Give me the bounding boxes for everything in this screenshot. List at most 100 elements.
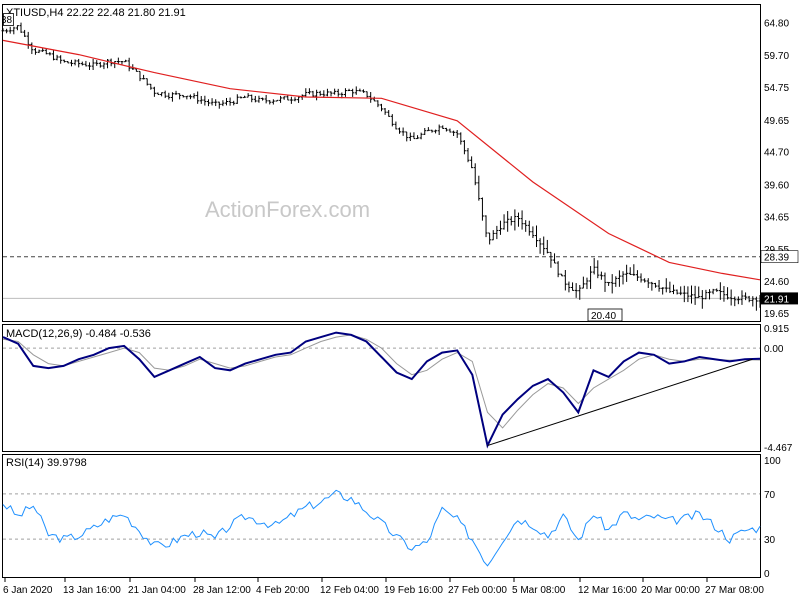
ohlc-bar [542,236,546,256]
ohlc-bar [30,42,34,55]
ohlc-bar [239,96,243,99]
ohlc-bar [387,109,391,117]
macd-y-tick-label: -4.467 [764,443,793,454]
ohlc-bar [19,22,23,33]
ohlc-bar [217,101,221,109]
price-y-tick-label: 44.70 [764,148,789,159]
ohlc-bar [243,95,247,99]
ohlc-bar [268,100,272,105]
ohlc-bar [77,58,81,68]
ohlc-bar [174,90,178,95]
ohlc-bar [116,57,120,65]
ohlc-bar [455,130,459,138]
ohlc-bar [538,238,542,254]
ohlc-bar [124,59,128,63]
ohlc-bar [592,258,596,275]
ohlc-bar [452,130,456,137]
low-price-marker: 20.40 [587,308,623,322]
ohlc-bar [351,88,355,97]
ohlc-bar [726,287,730,300]
ohlc-bar [282,96,286,100]
ohlc-bar [88,62,92,70]
ohlc-bar [358,88,362,92]
ohlc-bar [459,132,463,145]
rsi-line [2,489,761,567]
ohlc-bar [279,95,283,103]
ohlc-bar [516,212,520,227]
ohlc-bar [156,92,160,96]
ohlc-bar [318,90,322,96]
macd-pane-header: MACD(12,26,9) -0.484 -0.536 [6,328,151,340]
ohlc-bar [289,96,293,104]
ohlc-bar [661,287,665,295]
ohlc-bar [693,285,697,305]
ohlc-bar [509,216,513,226]
x-axis: 6 Jan 2020 13 Jan 16:00 21 Jan 04:00 28 Jan… [3,578,764,596]
ohlc-bar [304,88,308,98]
ohlc-bar [585,277,589,290]
rsi-y-tick-label: 30 [764,535,776,546]
ohlc-bar [718,282,722,300]
ohlc-bar [495,225,499,240]
price-bars [1,22,762,311]
ohlc-bar [704,289,708,300]
ohlc-bar [596,260,600,279]
ohlc-bar [423,127,427,135]
ohlc-bar [535,225,539,248]
rsi-pane: RSI(14) 39.9798 100 70 30 0 [2,454,781,580]
ohlc-bar [178,93,182,100]
ohlc-bar [621,271,625,285]
ohlc-bar [506,211,510,232]
ohlc-bar [138,70,142,82]
ohlc-bar [412,132,416,140]
ohlc-bar [736,296,740,305]
ohlc-bar [5,28,9,34]
ohlc-bar [221,100,225,107]
ohlc-bar [556,261,560,278]
ohlc-bar [708,289,712,300]
ohlc-bar [754,296,758,311]
ohlc-bar [466,147,470,163]
price-y-tick-label: 39.60 [764,181,789,192]
x-tick-label: 12 Mar 16:00 [578,585,637,596]
ohlc-bar [145,78,149,86]
rsi-y-tick-label: 70 [764,490,776,501]
ohlc-bar [232,100,236,106]
ohlc-bar [549,251,553,268]
ohlc-bar [664,278,668,293]
ohlc-bar [390,114,394,127]
ohlc-bar [545,239,549,254]
ohlc-bar [733,296,737,307]
ohlc-bar [567,281,571,293]
x-tick-label: 6 Jan 2020 [3,585,53,596]
ohlc-bar [44,48,48,55]
ohlc-bar [394,121,398,130]
ohlc-bar [322,90,326,98]
ohlc-bar [607,281,611,286]
x-tick-label: 19 Feb 16:00 [384,585,443,596]
ohlc-bar [23,29,27,37]
ohlc-bar [33,47,37,55]
ohlc-bar [372,96,376,102]
ohlc-bar [325,88,329,97]
ohlc-bar [408,132,412,141]
high-price-marker: 65.38 [3,13,14,26]
ohlc-bar [744,292,748,301]
ohlc-bar [250,94,254,103]
ohlc-bar [271,99,275,105]
macd-y-axis: 0.915 0.00 -4.467 [764,324,793,454]
ohlc-bar [599,271,603,280]
macd-y-tick-label: 0.915 [764,324,789,335]
ohlc-bar [700,290,704,309]
ohlc-bar [196,91,200,104]
macd-pane-frame [2,324,761,452]
resistance-price-label-box [760,250,799,264]
ohlc-bar [224,97,228,106]
high-price-marker-box [3,13,14,26]
ohlc-bar [95,60,99,66]
ohlc-bar [214,99,218,107]
ohlc-bar [480,197,484,221]
ohlc-bar [376,100,380,108]
ohlc-bar [15,25,19,31]
ohlc-bar [682,285,686,303]
